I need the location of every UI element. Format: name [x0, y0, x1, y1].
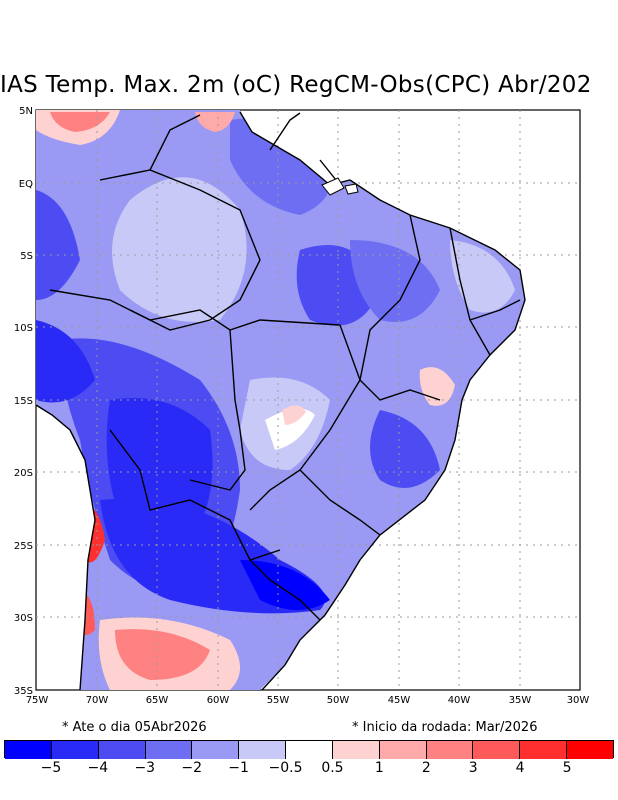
lon-label: 30W: [567, 695, 590, 706]
colorbar-box: [426, 741, 474, 759]
colorbar: [4, 740, 614, 759]
lon-label: 35W: [509, 695, 532, 706]
colorbar-box: [332, 741, 380, 759]
lat-label: 35S: [14, 686, 33, 697]
lon-label: 60W: [207, 695, 230, 706]
lon-label: 45W: [388, 695, 411, 706]
colorbar-box: [520, 741, 568, 759]
map-title: IAS Temp. Max. 2m (oC) RegCM-Obs(CPC) Ab…: [0, 72, 592, 98]
colorbar-box: [379, 741, 427, 759]
colorbar-box: [5, 741, 52, 759]
colorbar-label: 4: [515, 760, 525, 776]
gridlines: [36, 110, 580, 690]
lon-label: 55W: [267, 695, 290, 706]
colorbar-box: [192, 741, 240, 759]
lon-label: 75W: [26, 695, 49, 706]
run-start-note: * Inicio da rodada: Mar/2026: [352, 720, 538, 735]
lat-label: 5S: [20, 251, 33, 262]
colorbar-box: [51, 741, 99, 759]
colorbar-box: [98, 741, 146, 759]
colorbar-box: [145, 741, 193, 759]
colorbar-box: [286, 741, 333, 759]
colorbar-label: 0.5: [321, 760, 344, 776]
colorbar-label: −2: [181, 760, 203, 776]
lon-label: 50W: [327, 695, 350, 706]
lon-label: 40W: [448, 695, 471, 706]
colorbar-label: −3: [134, 760, 156, 776]
lon-label: 65W: [146, 695, 169, 706]
colorbar-box: [239, 741, 287, 759]
lon-label: 70W: [86, 695, 109, 706]
data-date-note: * Ate o dia 05Abr2026: [62, 720, 207, 735]
colorbar-label: −0.5: [268, 760, 303, 776]
lat-label: 25S: [14, 541, 33, 552]
colorbar-box: [567, 741, 613, 759]
colorbar-label: 2: [421, 760, 431, 776]
lat-label: 20S: [14, 468, 33, 479]
colorbar-label: −1: [228, 760, 249, 776]
lat-label: 5N: [19, 106, 33, 117]
colorbar-label: 1: [374, 760, 384, 776]
colorbar-box: [473, 741, 521, 759]
amazon-delta-islands: [321, 177, 359, 196]
colorbar-label: −5: [40, 760, 62, 776]
lat-label: EQ: [19, 179, 33, 190]
colorbar-label: 3: [468, 760, 478, 776]
colorbar-label: −4: [87, 760, 109, 776]
colorbar-label: 5: [562, 760, 572, 776]
country-borders: [35, 111, 526, 691]
lat-label: 15S: [14, 396, 33, 407]
lat-label: 30S: [14, 613, 33, 624]
lat-label: 10S: [14, 323, 33, 334]
